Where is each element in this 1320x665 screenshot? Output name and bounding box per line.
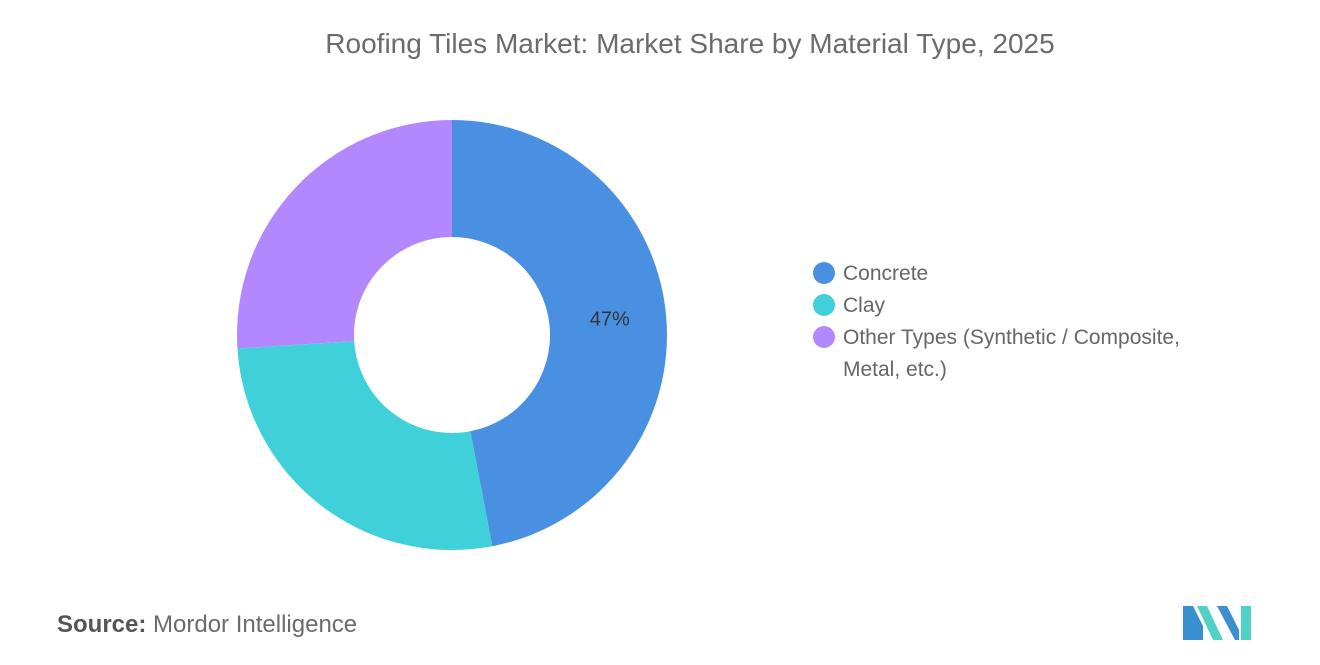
- legend-label: Concrete: [843, 262, 929, 285]
- legend-swatch: [813, 294, 835, 316]
- mordor-intelligence-logo-icon: [1183, 606, 1251, 640]
- legend-label: Clay: [843, 294, 886, 317]
- legend-item: Concrete: [813, 258, 1233, 290]
- legend-item: Clay: [813, 290, 1233, 322]
- legend-label: Other Types (Synthetic / Composite, Meta…: [843, 326, 1180, 381]
- slice-concrete: [452, 120, 667, 547]
- source-note: Source: Mordor Intelligence: [57, 611, 357, 639]
- legend-item: Other Types (Synthetic / Composite, Meta…: [813, 322, 1233, 386]
- chart-legend: Concrete Clay Other Types (Synthetic / Com…: [813, 258, 1233, 386]
- source-text: Mordor Intelligence: [153, 611, 358, 638]
- source-label: Source:: [57, 611, 147, 638]
- data-label-concrete: 47%: [590, 308, 630, 330]
- slice-clay: [237, 341, 493, 550]
- legend-swatch: [813, 262, 835, 284]
- slice-other: [237, 120, 452, 349]
- chart-title: Roofing Tiles Market: Market Share by Ma…: [325, 28, 1055, 59]
- legend-swatch: [813, 326, 835, 348]
